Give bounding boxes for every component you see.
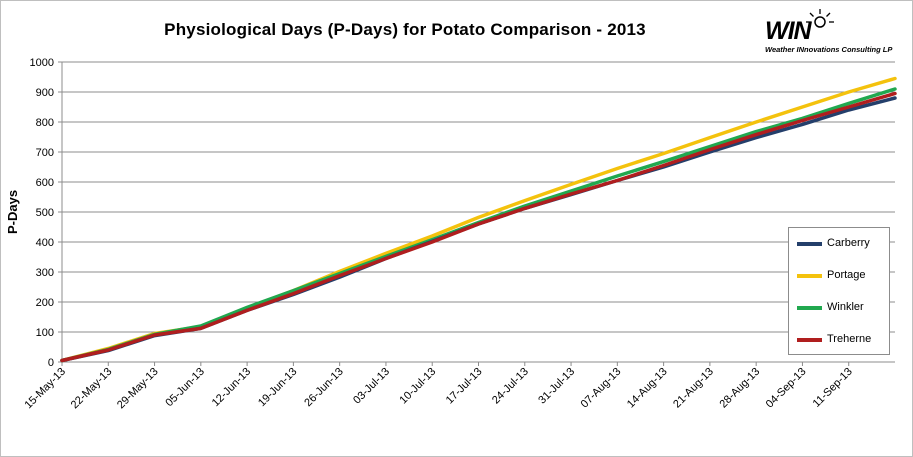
chart-title: Physiological Days (P-Days) for Potato C…	[164, 20, 646, 39]
axes	[58, 61, 895, 366]
x-tick-labels: 15-May-13 22-May-13 29-May-13 05-Jun-13 12-J…	[22, 366, 854, 412]
legend-swatch	[797, 306, 822, 310]
x-tick-label-12: 07-Aug-13	[579, 366, 624, 411]
y-tick-label-6: 600	[36, 177, 54, 189]
x-tick-label-1: 22-May-13	[69, 366, 115, 412]
x-tick-label-8: 10-Jul-13	[397, 366, 438, 407]
y-tick-label-10: 1000	[30, 57, 54, 69]
x-tick-label-15: 28-Aug-13	[717, 366, 762, 411]
x-tick-label-4: 12-Jun-13	[210, 366, 254, 410]
x-tick-label-9: 17-Jul-13	[444, 366, 485, 407]
x-tick-label-6: 26-Jun-13	[302, 366, 346, 410]
legend-label: Carberry	[827, 237, 870, 249]
series-line-portage	[60, 76, 897, 363]
y-tick-label-7: 700	[36, 147, 54, 159]
x-tick-label-0: 15-May-13	[22, 366, 68, 412]
y-tick-label-5: 500	[36, 207, 54, 219]
y-tick-label-3: 300	[36, 267, 54, 279]
logo-tagline: Weather INnovations Consulting LP	[765, 45, 893, 54]
x-tick-label-14: 21-Aug-13	[671, 366, 716, 411]
x-tick-label-3: 05-Jun-13	[163, 366, 207, 410]
x-tick-label-11: 31-Jul-13	[536, 366, 577, 407]
y-tick-label-0: 0	[48, 357, 54, 369]
y-tick-label-2: 200	[36, 297, 54, 309]
y-tick-label-4: 400	[36, 237, 54, 249]
legend-label: Treherne	[827, 333, 872, 345]
sun-icon	[806, 9, 834, 28]
x-tick-label-16: 04-Sep-13	[764, 366, 809, 411]
legend-label: Portage	[827, 269, 866, 281]
gridlines	[62, 61, 895, 333]
legend: Carberry Portage Winkler Treherne	[788, 227, 890, 355]
legend-swatch	[797, 242, 822, 246]
x-tick-label-13: 14-Aug-13	[625, 366, 670, 411]
y-tick-label-9: 900	[36, 87, 54, 99]
x-tick-label-17: 11-Sep-13	[811, 366, 855, 410]
logo-wordmark: WIN	[765, 17, 812, 45]
company-logo: WIN Weather INnovations Consulting LP	[763, 8, 903, 56]
x-tick-label-10: 24-Jul-13	[490, 366, 531, 407]
legend-swatch	[797, 274, 822, 278]
legend-swatch	[797, 338, 822, 342]
y-tick-labels: 0 100 200 300 400 500 600 700 800 900 1000	[30, 57, 54, 369]
series-lines	[60, 76, 897, 363]
y-tick-label-1: 100	[36, 327, 54, 339]
x-tick-label-5: 19-Jun-13	[256, 366, 300, 410]
y-tick-label-8: 800	[36, 117, 54, 129]
x-tick-label-2: 29-May-13	[115, 366, 161, 412]
series-line-treherne	[60, 91, 897, 363]
x-tick-label-7: 03-Jul-13	[351, 366, 392, 407]
series-line-carberry	[60, 96, 897, 363]
legend-label: Winkler	[827, 301, 864, 313]
y-axis-label: P-Days	[5, 190, 20, 234]
